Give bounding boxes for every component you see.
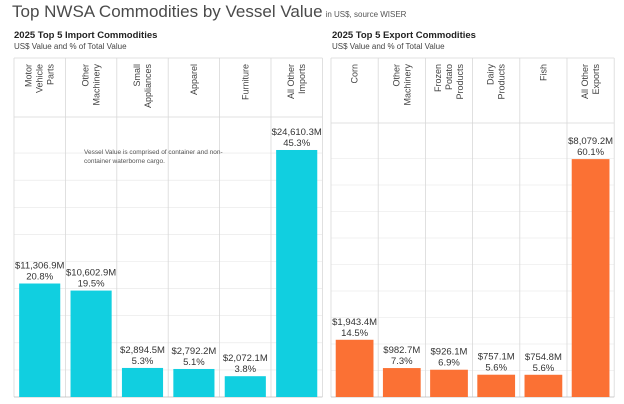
import-value-label: $2,072.1M — [223, 353, 268, 364]
export-percent-label: 5.6% — [485, 363, 507, 374]
export-value-label: $926.1M — [431, 347, 468, 358]
export-panel-subtitle: US$ Value and % of Total Value — [332, 42, 445, 51]
import-percent-label: 5.3% — [132, 356, 154, 367]
export-bar — [335, 339, 374, 397]
export-percent-label: 6.9% — [438, 358, 460, 369]
export-category-label: OtherMachinery — [391, 64, 412, 106]
import-category-label: MotorVehicleParts — [24, 64, 56, 94]
export-percent-label: 5.6% — [533, 363, 555, 374]
page-title: Top NWSA Commodities by Vessel Value in U… — [12, 2, 406, 22]
export-value-label: $982.7M — [383, 345, 420, 356]
import-value-label: $10,602.9M — [66, 268, 116, 279]
export-bar — [524, 374, 563, 397]
import-percent-label: 19.5% — [78, 279, 105, 290]
export-value-label: $757.1M — [478, 352, 515, 363]
export-bar — [382, 368, 421, 397]
import-category-label: All OtherImports — [286, 64, 307, 100]
export-category-label: All OtherExports — [580, 64, 601, 100]
export-category-label: Corn — [350, 64, 360, 84]
export-panel-title: 2025 Top 5 Export Commodities — [332, 30, 476, 41]
export-value-label: $754.8M — [525, 352, 562, 363]
import-category-label: OtherMachinery — [81, 64, 102, 106]
import-bar — [19, 283, 61, 397]
page-subtitle: in US$, source WISER — [325, 10, 407, 19]
import-bar — [121, 367, 164, 397]
export-percent-label: 14.5% — [341, 328, 368, 339]
import-panel-subtitle: US$ Value and % of Total Value — [14, 42, 127, 51]
import-percent-label: 3.8% — [234, 364, 256, 375]
export-percent-label: 7.3% — [391, 356, 413, 367]
import-bar — [276, 149, 318, 397]
import-value-label: $2,792.2M — [171, 346, 216, 357]
export-bar — [571, 159, 610, 397]
import-percent-label: 20.8% — [26, 272, 53, 283]
import-category-label: Furniture — [240, 64, 250, 100]
import-percent-label: 45.3% — [283, 138, 310, 149]
import-value-label: $24,610.3M — [272, 127, 322, 138]
page-title-text: Top NWSA Commodities by Vessel Value — [12, 2, 323, 21]
import-category-label: SmallAppliances — [132, 64, 153, 109]
import-category-label: Apparel — [189, 64, 199, 95]
export-percent-label: 60.1% — [577, 147, 604, 158]
export-bar — [430, 369, 468, 397]
import-value-label: $2,894.5M — [120, 345, 165, 356]
vessel-value-note: Vessel Value is comprised of container a… — [84, 149, 223, 165]
import-value-label: $11,306.9M — [15, 261, 65, 272]
import-bar — [70, 290, 112, 397]
export-category-label: Fish — [538, 64, 548, 81]
export-category-label: DairyProducts — [486, 64, 507, 100]
export-category-label: FrozenPotatoProducts — [433, 64, 465, 100]
import-panel-title: 2025 Top 5 Import Commodities — [14, 30, 158, 41]
export-value-label: $1,943.4M — [332, 317, 377, 328]
export-value-label: $8,079.2M — [568, 136, 613, 147]
import-bar — [224, 376, 266, 397]
import-bar — [173, 368, 215, 397]
import-percent-label: 5.1% — [183, 357, 205, 368]
export-bar — [477, 374, 516, 397]
